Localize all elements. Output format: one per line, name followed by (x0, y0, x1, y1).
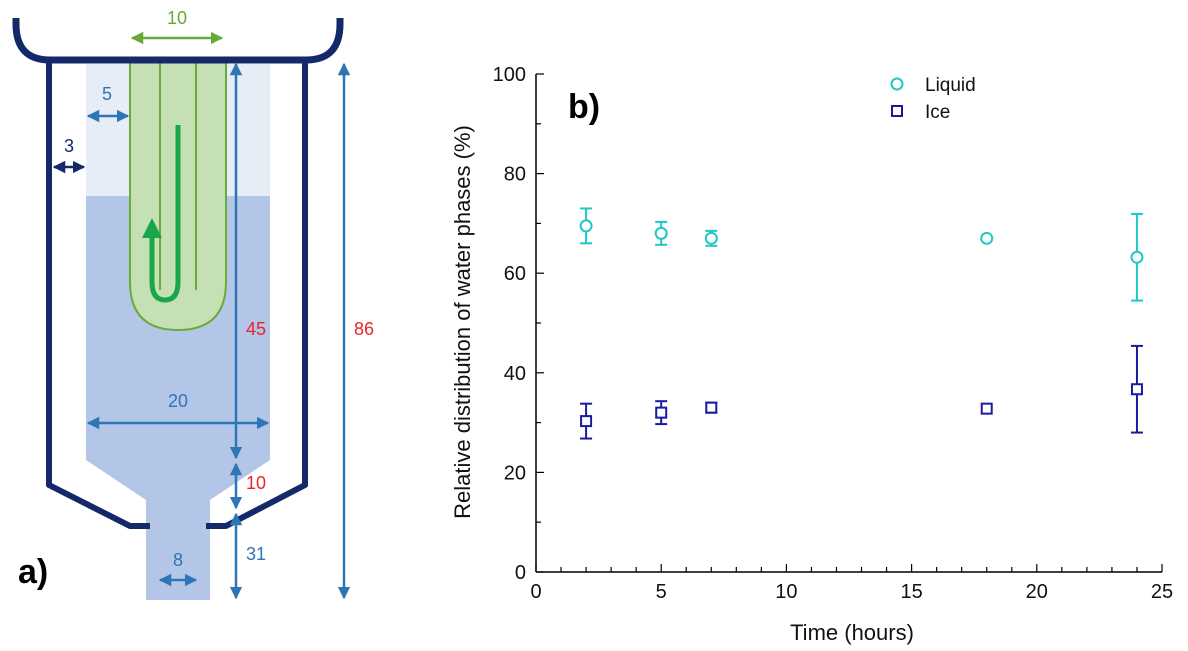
ice-point (705, 401, 718, 414)
liquid-point (704, 231, 718, 245)
x-tick-label: 5 (656, 581, 667, 603)
ice-point (1130, 383, 1143, 396)
y-tick-label: 40 (504, 363, 526, 385)
x-axis-title: Time (hours) (790, 620, 914, 645)
liquid-point (1130, 250, 1144, 264)
dim-label-upper-height: 45 (246, 319, 266, 339)
chart-axes: 0 5 10 15 20 25 0 20 40 60 80 100 (493, 64, 1174, 603)
chart-series (579, 207, 1144, 440)
y-tick-label: 0 (515, 562, 526, 584)
ice-point (980, 402, 993, 415)
dim-label-neck-width: 8 (173, 550, 183, 570)
panel-label-a: a) (18, 553, 48, 591)
legend-ice-label: Ice (925, 102, 950, 123)
legend: Liquid Ice (890, 75, 976, 123)
y-tick-label: 80 (504, 164, 526, 186)
flow-arrow (142, 125, 181, 303)
dim-label-cone: 10 (246, 473, 266, 493)
liquid-point (654, 226, 668, 240)
x-tick-label: 0 (530, 581, 541, 603)
dim-label-top-width: 10 (167, 8, 187, 28)
dim-label-wall: 3 (64, 136, 74, 156)
ice-point (580, 415, 593, 428)
dim-label-gap: 5 (102, 84, 112, 104)
legend-liquid-label: Liquid (925, 75, 976, 96)
legend-liquid-marker (890, 77, 904, 91)
y-tick-label: 100 (493, 64, 526, 86)
liquid-point (579, 219, 593, 233)
vessel-wall (46, 62, 308, 529)
panel-a-schematic: 10 5 3 45 86 20 10 31 8 a) (12, 8, 374, 600)
ice-point (655, 406, 668, 419)
x-tick-label: 15 (900, 581, 922, 603)
x-tick-label: 20 (1026, 581, 1048, 603)
panel-b-chart: 0 5 10 15 20 25 0 20 40 60 80 100 Time (hours) Rela… (450, 64, 1173, 645)
x-tick-label: 25 (1151, 581, 1173, 603)
dim-label-total-height: 86 (354, 319, 374, 339)
dim-label-inner-width: 20 (168, 391, 188, 411)
x-tick-label: 10 (775, 581, 797, 603)
vessel-lid (12, 18, 344, 64)
liquid-point (980, 231, 994, 245)
y-tick-label: 60 (504, 263, 526, 285)
y-tick-label: 20 (504, 462, 526, 484)
legend-ice-marker (891, 105, 903, 117)
panel-label-b: b) (568, 88, 600, 126)
y-axis-title: Relative distribution of water phases (%… (450, 125, 475, 519)
dim-label-neck-height: 31 (246, 544, 266, 564)
